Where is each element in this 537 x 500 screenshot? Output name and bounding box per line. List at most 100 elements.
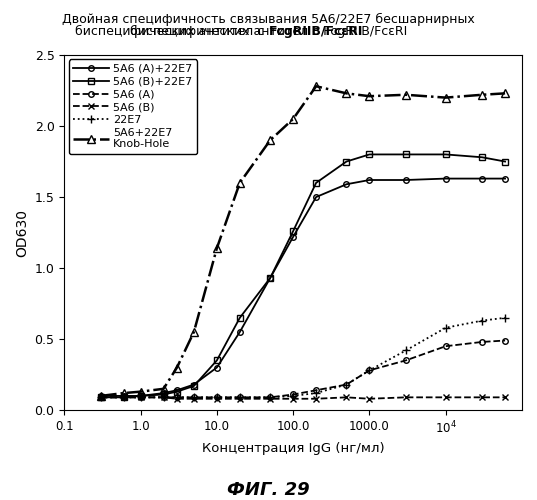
Line: 22E7: 22E7: [97, 314, 509, 402]
5A6+22E7
Knob-Hole: [161, 386, 167, 392]
5A6 (B): [343, 394, 350, 400]
22E7: [161, 394, 167, 400]
Line: 5A6 (A)+22E7: 5A6 (A)+22E7: [98, 176, 508, 398]
5A6 (A)+22E7: [137, 393, 144, 399]
5A6 (B)+22E7: [442, 152, 449, 158]
5A6+22E7
Knob-Hole: [403, 92, 409, 98]
22E7: [479, 318, 485, 324]
5A6 (A): [403, 358, 409, 364]
5A6 (A)+22E7: [366, 177, 373, 183]
Text: FcgRIIB/FcεRI: FcgRIIB/FcεRI: [268, 25, 363, 38]
5A6 (B)+22E7: [479, 154, 485, 160]
5A6 (A): [479, 339, 485, 345]
5A6 (B)+22E7: [191, 383, 197, 389]
22E7: [403, 348, 409, 354]
5A6 (A): [191, 394, 197, 400]
Line: 5A6 (A): 5A6 (A): [98, 338, 508, 400]
5A6+22E7
Knob-Hole: [442, 94, 449, 100]
5A6 (B)+22E7: [97, 394, 104, 400]
5A6 (A)+22E7: [191, 382, 197, 388]
5A6 (B)+22E7: [174, 388, 180, 394]
5A6 (A)+22E7: [313, 194, 320, 200]
Text: Двойная специфичность связывания 5A6/22E7 бесшарнирных: Двойная специфичность связывания 5A6/22E…: [62, 12, 475, 26]
22E7: [137, 394, 144, 400]
5A6 (B): [442, 394, 449, 400]
5A6 (B): [502, 394, 509, 400]
5A6 (A)+22E7: [502, 176, 509, 182]
5A6 (A): [97, 394, 104, 400]
22E7: [343, 382, 350, 388]
5A6 (B)+22E7: [502, 158, 509, 164]
5A6 (A): [174, 394, 180, 400]
5A6 (A)+22E7: [214, 364, 220, 370]
5A6 (A)+22E7: [479, 176, 485, 182]
5A6 (A)+22E7: [237, 329, 243, 335]
5A6 (B): [97, 394, 104, 400]
22E7: [214, 394, 220, 400]
5A6 (B)+22E7: [120, 394, 127, 400]
Line: 5A6 (B)+22E7: 5A6 (B)+22E7: [98, 152, 508, 400]
5A6 (B): [137, 394, 144, 400]
5A6 (A): [290, 392, 296, 398]
5A6+22E7
Knob-Hole: [191, 329, 197, 335]
X-axis label: Концентрация IgG (нг/мл): Концентрация IgG (нг/мл): [202, 442, 384, 455]
5A6 (B): [237, 396, 243, 402]
5A6+22E7
Knob-Hole: [290, 116, 296, 122]
5A6+22E7
Knob-Hole: [343, 90, 350, 96]
Text: биспецифических антител с: биспецифических антител с: [75, 25, 268, 38]
5A6+22E7
Knob-Hole: [366, 93, 373, 99]
5A6 (A): [343, 382, 350, 388]
22E7: [267, 394, 273, 400]
5A6 (A): [137, 394, 144, 400]
Legend: 5A6 (A)+22E7, 5A6 (B)+22E7, 5A6 (A), 5A6 (B), 22E7, 5A6+22E7
Knob-Hole: 5A6 (A)+22E7, 5A6 (B)+22E7, 5A6 (A), 5A6…: [69, 60, 197, 154]
5A6 (A): [442, 343, 449, 349]
5A6 (A): [267, 394, 273, 400]
Line: 5A6+22E7
Knob-Hole: 5A6+22E7 Knob-Hole: [97, 82, 509, 400]
5A6 (B)+22E7: [267, 275, 273, 281]
5A6 (A)+22E7: [97, 393, 104, 399]
5A6 (B): [174, 396, 180, 402]
22E7: [290, 393, 296, 399]
5A6+22E7
Knob-Hole: [267, 137, 273, 143]
5A6 (B)+22E7: [313, 180, 320, 186]
Line: 5A6 (B): 5A6 (B): [97, 394, 509, 402]
5A6 (A): [366, 368, 373, 374]
5A6 (B)+22E7: [403, 152, 409, 158]
5A6 (A)+22E7: [174, 387, 180, 393]
5A6 (B)+22E7: [237, 315, 243, 321]
5A6 (B): [403, 394, 409, 400]
5A6 (A): [161, 394, 167, 400]
5A6+22E7
Knob-Hole: [214, 245, 220, 251]
5A6 (B): [313, 396, 320, 402]
5A6 (B): [161, 394, 167, 400]
5A6 (B)+22E7: [343, 158, 350, 164]
22E7: [313, 390, 320, 396]
22E7: [97, 394, 104, 400]
5A6 (A)+22E7: [442, 176, 449, 182]
22E7: [366, 368, 373, 374]
5A6 (A): [120, 394, 127, 400]
22E7: [502, 315, 509, 321]
5A6 (B): [120, 394, 127, 400]
5A6 (A)+22E7: [161, 390, 167, 396]
5A6 (A): [502, 338, 509, 344]
5A6 (A)+22E7: [267, 275, 273, 281]
22E7: [442, 324, 449, 330]
Y-axis label: OD630: OD630: [15, 208, 29, 256]
5A6+22E7
Knob-Hole: [174, 364, 180, 370]
5A6 (B): [479, 394, 485, 400]
22E7: [120, 394, 127, 400]
5A6 (A): [214, 394, 220, 400]
5A6 (A)+22E7: [120, 393, 127, 399]
5A6 (B)+22E7: [290, 228, 296, 234]
5A6+22E7
Knob-Hole: [313, 84, 320, 89]
5A6+22E7
Knob-Hole: [479, 92, 485, 98]
Text: ФИГ. 29: ФИГ. 29: [227, 481, 310, 499]
5A6 (B)+22E7: [366, 152, 373, 158]
5A6 (A): [237, 394, 243, 400]
Text: биспецифических антител с FcgRIIB/FcεRI: биспецифических антител с FcgRIIB/FcεRI: [130, 25, 407, 38]
5A6 (A)+22E7: [290, 234, 296, 240]
5A6 (B): [366, 396, 373, 402]
5A6 (B)+22E7: [137, 393, 144, 399]
5A6 (B): [191, 396, 197, 402]
